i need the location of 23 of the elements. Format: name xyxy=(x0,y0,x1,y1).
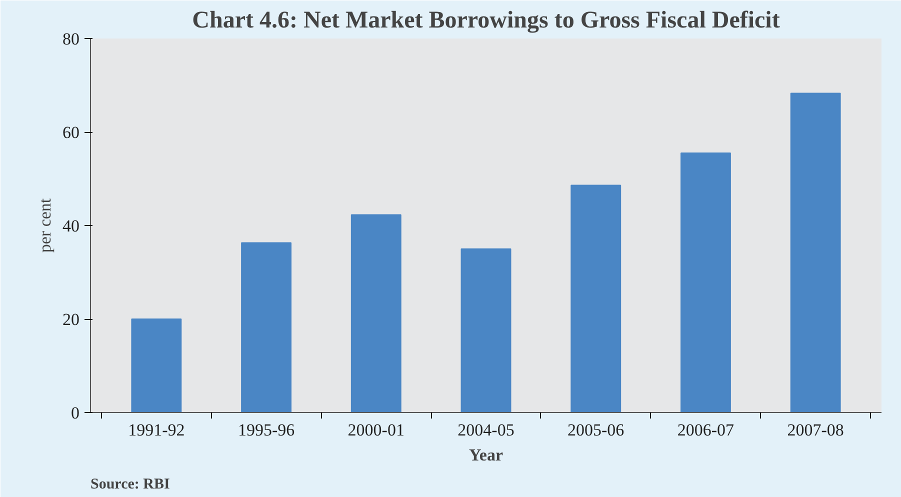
chart-title: Chart 4.6: Net Market Borrowings to Gross Fiscal Deficit xyxy=(192,8,780,34)
x-tick-label: 2006-07 xyxy=(677,420,735,440)
y-tick-label: 0 xyxy=(71,404,80,422)
y-axis-title: per cent xyxy=(36,198,54,253)
bar xyxy=(790,92,841,412)
bar xyxy=(350,214,402,412)
x-tick-label: 2000-01 xyxy=(348,420,404,440)
y-tick-label: 80 xyxy=(62,30,80,48)
y-tick-label: 60 xyxy=(62,123,80,142)
x-tick-label: 2005-06 xyxy=(568,420,624,440)
bar xyxy=(241,242,292,412)
bar xyxy=(131,318,182,412)
x-tick-label: 2007-08 xyxy=(787,420,844,440)
y-tick-label: 20 xyxy=(62,310,80,329)
source-note: Source: RBI xyxy=(90,476,170,492)
bar xyxy=(570,184,622,412)
y-tick-label: 40 xyxy=(62,216,80,236)
x-tick-label: 1995-96 xyxy=(238,420,295,440)
x-axis-title: Year xyxy=(469,446,504,464)
x-tick-label: 2004-05 xyxy=(458,420,514,440)
bar xyxy=(680,152,731,412)
bar xyxy=(460,248,512,412)
x-tick-label: 1991-92 xyxy=(128,420,185,440)
